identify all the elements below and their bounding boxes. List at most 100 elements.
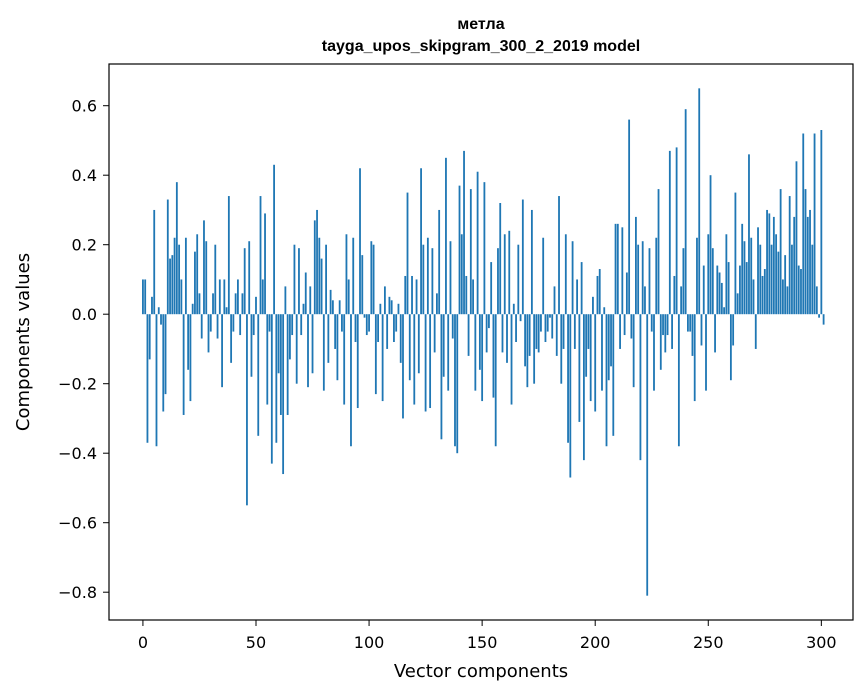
bar — [639, 314, 642, 461]
bar — [343, 314, 346, 405]
bar — [492, 314, 495, 398]
bar — [304, 272, 307, 315]
bar — [216, 314, 219, 339]
bar — [307, 314, 309, 388]
bar — [320, 258, 323, 315]
bar — [237, 279, 239, 315]
bar — [442, 314, 445, 377]
bar — [173, 237, 176, 315]
bar — [585, 314, 588, 377]
bar — [664, 314, 667, 353]
bar — [750, 237, 753, 315]
bar — [592, 296, 594, 315]
bar — [691, 314, 694, 356]
bar — [313, 220, 316, 315]
bar — [456, 314, 459, 454]
x-tick-label: 0 — [138, 633, 148, 652]
bar — [411, 275, 413, 315]
bar — [705, 314, 707, 391]
bar — [781, 279, 784, 315]
bar — [490, 262, 493, 315]
bar — [171, 255, 174, 315]
bar — [763, 269, 766, 315]
bar — [797, 265, 800, 315]
bar — [431, 248, 434, 315]
bar — [528, 314, 531, 356]
bar — [225, 307, 228, 315]
bar — [166, 199, 169, 315]
bar — [252, 314, 255, 336]
bar — [381, 314, 384, 402]
bar — [322, 314, 325, 391]
bar — [485, 314, 488, 353]
bar — [472, 279, 474, 315]
bar — [625, 272, 628, 315]
bar — [497, 248, 499, 315]
bar — [153, 209, 156, 315]
bar — [232, 314, 235, 332]
bar — [720, 282, 723, 315]
bar — [270, 314, 273, 464]
bar — [693, 314, 696, 402]
y-tick-label: −0.6 — [58, 514, 97, 533]
bar — [739, 265, 741, 315]
bar — [377, 314, 380, 342]
bar — [614, 223, 617, 315]
bar — [311, 314, 314, 374]
bar — [788, 196, 791, 315]
bar — [261, 279, 264, 315]
bar — [255, 296, 257, 315]
bar — [243, 248, 246, 315]
bar — [200, 314, 203, 339]
bar — [555, 314, 558, 356]
bar — [494, 314, 497, 447]
y-axis-ticks: −0.8 −0.6 −0.4 −0.2 0.0 0.2 0.4 0.6 — [58, 97, 109, 602]
y-tick-label: 0.4 — [72, 166, 97, 185]
bar — [641, 241, 644, 315]
bar — [745, 262, 748, 315]
y-tick-label: 0.6 — [72, 97, 97, 116]
bar — [289, 314, 291, 360]
bar — [544, 314, 547, 342]
bar — [564, 234, 567, 315]
bar — [481, 314, 484, 402]
bar — [467, 314, 470, 356]
bar — [515, 314, 517, 342]
bar — [180, 279, 183, 315]
bar — [770, 244, 773, 315]
bar — [282, 314, 285, 475]
bar — [718, 272, 721, 315]
bar — [345, 234, 348, 315]
bar — [791, 244, 793, 315]
bar — [223, 279, 226, 315]
bar — [569, 314, 572, 478]
bar — [445, 157, 447, 315]
x-tick-label: 200 — [580, 633, 611, 652]
bar — [802, 133, 805, 315]
bar — [298, 248, 300, 315]
bar — [246, 314, 248, 506]
y-tick-label: −0.8 — [58, 583, 97, 602]
bar — [196, 234, 199, 315]
bar — [675, 147, 678, 315]
bar — [567, 314, 569, 443]
bar — [239, 314, 242, 336]
bar — [772, 216, 775, 315]
bar — [413, 314, 416, 405]
bar — [822, 314, 825, 325]
bar — [157, 307, 160, 315]
bar — [341, 314, 343, 332]
bar — [379, 303, 382, 315]
bar — [558, 196, 560, 315]
bar — [610, 314, 612, 367]
bar — [295, 314, 298, 384]
bar — [187, 314, 190, 370]
x-axis-label: Vector components — [394, 661, 568, 682]
bar — [508, 230, 511, 315]
bar — [264, 213, 266, 315]
bar — [368, 314, 370, 332]
bar — [594, 314, 597, 412]
bar — [653, 314, 655, 391]
bar — [677, 314, 680, 447]
